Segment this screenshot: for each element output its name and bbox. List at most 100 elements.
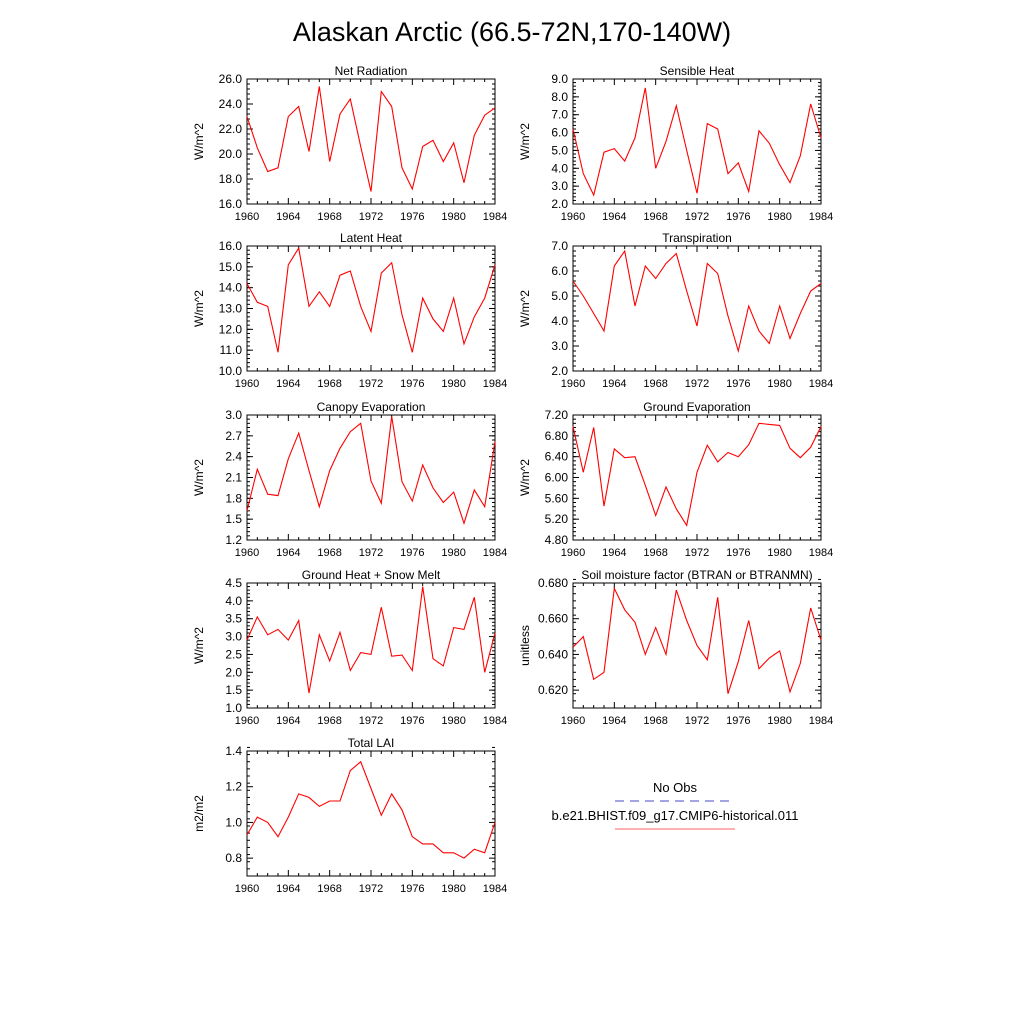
x-tick-label: 1972	[685, 547, 709, 559]
x-tick-label: 1960	[235, 211, 259, 223]
x-tick-label: 1964	[276, 378, 300, 390]
y-tick-label: 1.0	[225, 701, 242, 715]
y-tick-label: 6.40	[545, 450, 569, 464]
x-tick-label: 1968	[643, 211, 667, 223]
y-axis-label: W/m^2	[192, 290, 206, 327]
series-line	[246, 416, 496, 526]
y-axis-label: W/m^2	[192, 459, 206, 496]
y-tick-label: 2.7	[225, 429, 242, 443]
panel-7: 1960 1964 1968 1972 1976 1980 1984 1.0 1.5 2.0 2.5…	[192, 568, 507, 727]
panel-title: Latent Heat	[340, 231, 403, 245]
y-tick-label: 3.5	[225, 612, 242, 626]
x-tick-label: 1964	[602, 378, 626, 390]
x-tick-label: 1980	[767, 715, 791, 727]
y-tick-label: 4.5	[225, 576, 242, 590]
y-tick-label: 7.20	[545, 408, 569, 422]
x-tick-label: 1984	[483, 547, 507, 559]
y-tick-label: 0.680	[538, 576, 568, 590]
plot-frame	[246, 750, 496, 877]
y-tick-label: 1.5	[225, 512, 242, 526]
x-tick-label: 1980	[767, 547, 791, 559]
x-tick-label: 1960	[235, 883, 259, 895]
plot-frame	[246, 414, 496, 541]
y-tick-label: 2.0	[551, 197, 568, 211]
x-tick-label: 1972	[359, 715, 383, 727]
y-tick-label: 20.0	[219, 147, 243, 161]
x-tick-label: 1984	[483, 211, 507, 223]
legend-label: No Obs	[653, 780, 698, 795]
x-tick-label: 1960	[561, 211, 585, 223]
y-tick-label: 14.0	[219, 281, 243, 295]
panel-1: 1960 1964 1968 1972 1976 1980 1984 16.0 18.0 20.0…	[192, 64, 507, 223]
x-tick-label: 1980	[441, 547, 465, 559]
legend-label: b.e21.BHIST.f09_g17.CMIP6-historical.011	[552, 808, 799, 823]
x-tick-label: 1964	[276, 883, 300, 895]
x-tick-label: 1972	[359, 378, 383, 390]
y-tick-label: 3.0	[551, 179, 568, 193]
y-axis-label: W/m^2	[518, 290, 532, 327]
y-tick-label: 3.0	[225, 630, 242, 644]
y-axis-label: W/m^2	[518, 123, 532, 160]
y-tick-label: 2.0	[551, 364, 568, 378]
panel-title: Ground Heat + Snow Melt	[302, 568, 441, 582]
x-tick-label: 1984	[809, 547, 833, 559]
x-tick-label: 1972	[359, 547, 383, 559]
y-tick-label: 5.0	[551, 143, 568, 157]
y-tick-label: 18.0	[219, 172, 243, 186]
x-tick-label: 1984	[483, 378, 507, 390]
x-tick-label: 1976	[726, 715, 750, 727]
y-axis-label: W/m^2	[192, 123, 206, 160]
x-tick-label: 1984	[809, 715, 833, 727]
y-tick-label: 5.0	[551, 289, 568, 303]
y-tick-label: 1.8	[225, 491, 242, 505]
panel-8: 1960 1964 1968 1972 1976 1980 1984 0.620 0.640 0.…	[518, 568, 833, 727]
y-axis-label: m2/m2	[192, 795, 206, 832]
x-tick-label: 1976	[400, 883, 424, 895]
y-tick-label: 5.20	[545, 512, 569, 526]
y-tick-label: 6.00	[545, 471, 569, 485]
y-axis-label: W/m^2	[518, 459, 532, 496]
x-tick-label: 1964	[602, 547, 626, 559]
y-tick-label: 2.1	[225, 471, 242, 485]
panel-title: Net Radiation	[335, 64, 408, 78]
x-tick-label: 1964	[602, 715, 626, 727]
series-line	[572, 249, 822, 354]
panel-4: 1960 1964 1968 1972 1976 1980 1984 2.0 3.0 4.0 5.0…	[518, 231, 833, 390]
panel-3: 1960 1964 1968 1972 1976 1980 1984 10.0 11.0 12.0…	[192, 231, 507, 390]
x-tick-label: 1968	[643, 378, 667, 390]
y-tick-label: 26.0	[219, 72, 243, 86]
plot-frame	[572, 245, 822, 372]
y-tick-label: 2.5	[225, 647, 242, 661]
y-tick-label: 11.0	[220, 343, 243, 357]
x-tick-label: 1976	[726, 547, 750, 559]
y-tick-label: 0.620	[538, 683, 568, 697]
panel-title: Total LAI	[348, 736, 395, 750]
x-tick-label: 1984	[483, 883, 507, 895]
y-tick-label: 0.8	[225, 851, 242, 865]
series-line	[246, 760, 496, 859]
x-tick-label: 1968	[317, 378, 341, 390]
x-tick-label: 1980	[767, 378, 791, 390]
x-tick-label: 1968	[317, 211, 341, 223]
series-line	[246, 86, 496, 192]
x-tick-label: 1976	[726, 211, 750, 223]
y-tick-label: 2.4	[225, 450, 242, 464]
y-tick-label: 16.0	[219, 197, 243, 211]
x-tick-label: 1980	[441, 378, 465, 390]
x-tick-label: 1976	[400, 378, 424, 390]
x-tick-label: 1972	[359, 883, 383, 895]
x-tick-label: 1968	[643, 715, 667, 727]
y-tick-label: 1.5	[225, 683, 242, 697]
series-line	[572, 422, 822, 527]
y-tick-label: 6.0	[551, 264, 568, 278]
y-tick-label: 22.0	[219, 122, 243, 136]
y-tick-label: 12.0	[219, 322, 243, 336]
legend: No Obs b.e21.BHIST.f09_g17.CMIP6-historic…	[552, 780, 799, 830]
x-tick-label: 1968	[317, 715, 341, 727]
panels: 1960 1964 1968 1972 1976 1980 1984 16.0 18.0 20.0…	[192, 64, 833, 895]
y-tick-label: 16.0	[219, 239, 243, 253]
y-tick-label: 0.640	[538, 647, 568, 661]
y-tick-label: 6.80	[545, 429, 569, 443]
panel-title: Soil moisture factor (BTRAN or BTRANMN)	[581, 568, 812, 582]
